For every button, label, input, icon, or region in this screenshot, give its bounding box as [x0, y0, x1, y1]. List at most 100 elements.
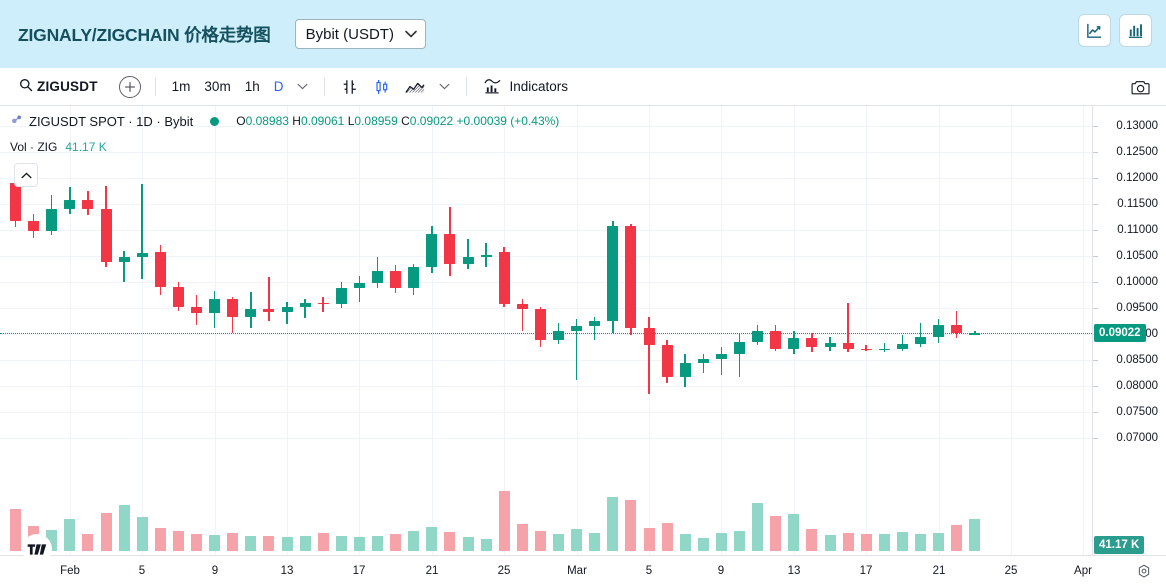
- candle-body: [154, 251, 166, 288]
- candle-wick: [702, 353, 705, 373]
- candle-wick: [467, 239, 469, 269]
- candle-body: [806, 338, 818, 347]
- price-axis-label: 0.09500: [1116, 302, 1158, 314]
- volume-bar: [136, 517, 148, 551]
- time-axis[interactable]: Feb 5 9 13 17 21 25 Mar 5 9 13 17 21 25 Apr: [0, 555, 1166, 586]
- volume-bar: [100, 512, 112, 551]
- candle-body: [534, 309, 546, 341]
- indicators-icon: [483, 77, 502, 97]
- ohlc-values: O0.08983 H0.09061 L0.08959 C0.09022 +0.0…: [236, 114, 559, 128]
- gridline-horizontal: [0, 282, 1092, 283]
- time-axis-label: 25: [1004, 565, 1018, 577]
- chart-container[interactable]: ZIGUSDT SPOT · 1D · Bybit O0.08983 H0.09…: [0, 106, 1166, 586]
- time-axis-label: 21: [425, 565, 439, 577]
- volume-bar: [752, 503, 764, 551]
- add-compare-button[interactable]: [118, 75, 141, 98]
- snapshot-button[interactable]: [1128, 75, 1154, 99]
- candle-wick: [865, 345, 867, 351]
- candle-wick: [268, 276, 270, 321]
- exchange-select[interactable]: Bybit (USDT): [294, 19, 426, 49]
- clock-settings-icon[interactable]: [1136, 564, 1152, 580]
- gridline-horizontal: [0, 204, 1092, 205]
- candle-body: [643, 327, 655, 346]
- candle-body: [227, 298, 239, 318]
- timeframe-1m[interactable]: 1m: [171, 79, 191, 94]
- gridline-vertical: [142, 106, 143, 555]
- candle-wick: [847, 302, 849, 353]
- candle-body: [770, 331, 782, 349]
- volume-bar: [299, 536, 311, 551]
- price-axis-tick: [1093, 360, 1098, 361]
- gridline-horizontal: [0, 412, 1092, 413]
- symbol-label: ZIGUSDT: [37, 79, 98, 94]
- legend-title: ZIGUSDT SPOT · 1D · Bybit: [29, 113, 194, 129]
- gridline-horizontal: [0, 126, 1092, 127]
- exchange-select-wrapper[interactable]: Bybit (USDT): [283, 19, 426, 49]
- timeframe-1h[interactable]: 1h: [244, 79, 260, 94]
- gridline-vertical: [215, 106, 216, 555]
- candle-body: [390, 270, 402, 289]
- gridline-horizontal: [0, 334, 1092, 335]
- candle-body: [679, 362, 691, 377]
- volume-bar: [426, 527, 438, 551]
- line-chart-icon: [1087, 23, 1102, 38]
- chart-style-button[interactable]: [398, 73, 432, 101]
- chart-plot[interactable]: [0, 106, 1092, 555]
- candle-style-button[interactable]: [366, 73, 398, 101]
- volume-bar: [353, 537, 365, 551]
- gridline-horizontal: [0, 386, 1092, 387]
- candle-body: [281, 306, 293, 313]
- symbol-search-button[interactable]: ZIGUSDT: [12, 73, 105, 101]
- high-label: H: [292, 114, 301, 128]
- candle-body: [480, 254, 492, 258]
- time-axis-label: 25: [497, 565, 511, 577]
- tradingview-logo: [22, 534, 52, 564]
- camera-icon: [1131, 80, 1150, 94]
- timeframe-30m[interactable]: 30m: [204, 79, 231, 94]
- page-header: ZIGNALY/ZIGCHAIN 价格走势图 Bybit (USDT): [0, 0, 1166, 68]
- candle-body: [824, 343, 836, 347]
- candle-body: [734, 341, 745, 354]
- area-chart-icon: [405, 82, 426, 93]
- candle-body: [245, 309, 257, 318]
- candle-wick: [286, 301, 288, 324]
- volume-bar: [571, 529, 583, 551]
- candle-body: [752, 331, 764, 342]
- chart-style-more-button[interactable]: [432, 73, 457, 101]
- candle-body: [951, 324, 963, 333]
- bar-replay-button[interactable]: [334, 73, 366, 101]
- candle-body: [209, 298, 221, 314]
- candle-body: [571, 326, 583, 332]
- price-axis[interactable]: 0.13000 0.12500 0.12000 0.11500 0.11000 0.105…: [1092, 106, 1166, 555]
- volume-bar: [46, 530, 58, 551]
- candle-body: [589, 321, 601, 327]
- volume-bar: [842, 532, 854, 551]
- volume-bar: [661, 523, 673, 551]
- collapse-pane-button[interactable]: [14, 163, 38, 187]
- price-axis-tick: [1093, 178, 1098, 179]
- volume-bar: [227, 532, 239, 551]
- price-axis-tick: [1093, 152, 1098, 153]
- timeframe-more-button[interactable]: [290, 73, 315, 101]
- line-chart-view-button[interactable]: [1078, 14, 1111, 47]
- gridline-vertical: [70, 106, 71, 555]
- price-axis-tick: [1093, 308, 1098, 309]
- price-axis-label: 0.08500: [1116, 354, 1158, 366]
- price-axis-tick: [1093, 438, 1098, 439]
- bar-chart-view-button[interactable]: [1119, 14, 1152, 47]
- candle-wick: [521, 298, 524, 332]
- timeframe-d[interactable]: D: [273, 79, 284, 94]
- candle-wick: [738, 332, 741, 377]
- volume-bar: [498, 491, 510, 551]
- candle-body: [118, 257, 130, 263]
- candle-wick: [919, 322, 922, 347]
- volume-bar: [372, 535, 383, 551]
- candle-body: [263, 309, 275, 313]
- bar-chart-icon: [1128, 24, 1143, 38]
- volume-bar: [860, 534, 872, 551]
- indicators-button[interactable]: Indicators: [476, 73, 575, 101]
- price-axis-tick: [1093, 282, 1098, 283]
- volume-bar: [480, 538, 492, 551]
- candle-wick: [720, 347, 723, 375]
- candle-body: [10, 183, 21, 221]
